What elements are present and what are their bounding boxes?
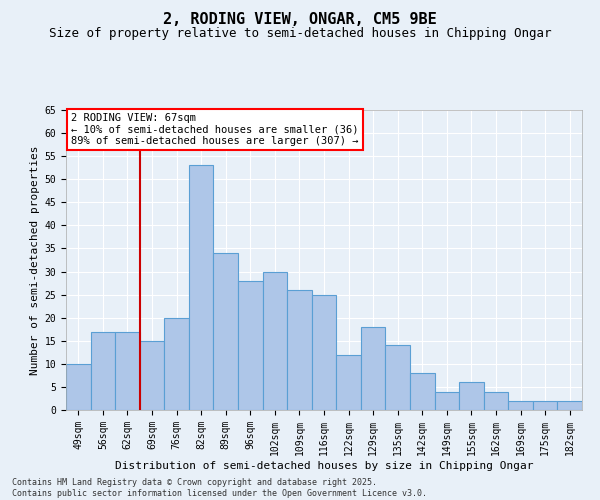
Bar xyxy=(312,294,336,410)
Bar xyxy=(557,401,582,410)
Text: Contains HM Land Registry data © Crown copyright and database right 2025.
Contai: Contains HM Land Registry data © Crown c… xyxy=(12,478,427,498)
Bar xyxy=(115,332,140,410)
Bar xyxy=(214,253,238,410)
Y-axis label: Number of semi-detached properties: Number of semi-detached properties xyxy=(31,145,40,375)
Bar xyxy=(336,354,361,410)
Bar xyxy=(533,401,557,410)
Text: Size of property relative to semi-detached houses in Chipping Ongar: Size of property relative to semi-detach… xyxy=(49,28,551,40)
Bar xyxy=(91,332,115,410)
Text: 2 RODING VIEW: 67sqm
← 10% of semi-detached houses are smaller (36)
89% of semi-: 2 RODING VIEW: 67sqm ← 10% of semi-detac… xyxy=(71,113,359,146)
Bar xyxy=(361,327,385,410)
Bar xyxy=(508,401,533,410)
Bar xyxy=(410,373,434,410)
Bar xyxy=(164,318,189,410)
Bar xyxy=(263,272,287,410)
Bar xyxy=(434,392,459,410)
Bar xyxy=(484,392,508,410)
X-axis label: Distribution of semi-detached houses by size in Chipping Ongar: Distribution of semi-detached houses by … xyxy=(115,460,533,470)
Bar xyxy=(385,346,410,410)
Bar xyxy=(459,382,484,410)
Bar xyxy=(238,281,263,410)
Bar xyxy=(66,364,91,410)
Text: 2, RODING VIEW, ONGAR, CM5 9BE: 2, RODING VIEW, ONGAR, CM5 9BE xyxy=(163,12,437,28)
Bar xyxy=(140,341,164,410)
Bar xyxy=(189,166,214,410)
Bar xyxy=(287,290,312,410)
